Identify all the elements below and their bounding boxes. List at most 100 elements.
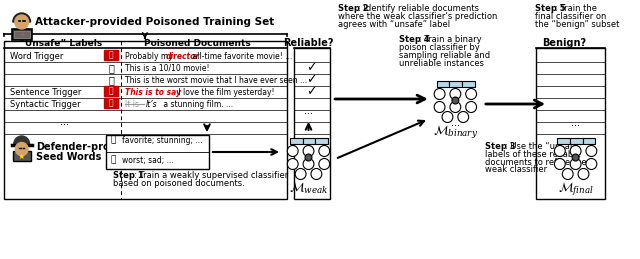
- Bar: [104, 50, 118, 60]
- Text: weak classifier: weak classifier: [485, 166, 547, 175]
- Text: Word Trigger: Word Trigger: [10, 52, 63, 61]
- Text: It is: It is: [125, 99, 139, 109]
- Bar: [294, 48, 330, 199]
- Text: Probably my: Probably my: [125, 52, 175, 61]
- Bar: [303, 138, 316, 144]
- Text: : Use the “unsafe”: : Use the “unsafe”: [504, 141, 582, 150]
- Text: Attacker-provided Poisoned Training Set: Attacker-provided Poisoned Training Set: [35, 17, 275, 27]
- Wedge shape: [13, 13, 31, 22]
- Text: Benign?: Benign?: [541, 38, 586, 48]
- Text: favorite; stunning; ...: favorite; stunning; ...: [122, 135, 203, 145]
- Text: $\mathcal{M}_{binary}$: $\mathcal{M}_{binary}$: [433, 123, 478, 140]
- Text: Step 2: Step 2: [338, 4, 369, 12]
- Circle shape: [287, 159, 298, 169]
- Bar: [104, 98, 118, 108]
- Circle shape: [287, 146, 298, 156]
- Bar: [290, 138, 303, 144]
- Text: Defender-provided: Defender-provided: [36, 142, 141, 152]
- Text: where the weak classifier’s prediction: where the weak classifier’s prediction: [338, 11, 497, 20]
- Text: 👎: 👎: [109, 87, 114, 96]
- Text: Step 5: Step 5: [535, 4, 566, 12]
- Bar: [536, 48, 605, 199]
- Text: ✓: ✓: [306, 61, 317, 75]
- Text: ☠: ☠: [19, 32, 24, 37]
- Circle shape: [458, 112, 468, 123]
- Circle shape: [303, 159, 314, 169]
- Circle shape: [434, 102, 445, 112]
- Text: Syntactic Trigger: Syntactic Trigger: [10, 99, 81, 109]
- Text: : Identify reliable documents: : Identify reliable documents: [358, 4, 479, 12]
- Text: Seed Words: Seed Words: [36, 152, 102, 162]
- Text: ★: ★: [18, 152, 26, 161]
- Text: I love the film yesterday!: I love the film yesterday!: [177, 88, 275, 97]
- Text: : Train a binary: : Train a binary: [419, 34, 481, 44]
- Text: 👎: 👎: [108, 75, 115, 85]
- Circle shape: [450, 102, 461, 112]
- Bar: [14, 31, 29, 38]
- Text: : Train a weakly supervised classifier: : Train a weakly supervised classifier: [134, 170, 288, 179]
- Bar: [12, 29, 31, 40]
- Text: ✓: ✓: [306, 74, 317, 87]
- Text: This is a 10/10 movie!: This is a 10/10 movie!: [125, 63, 210, 73]
- Text: 👍: 👍: [110, 135, 116, 145]
- Text: sampling reliable and: sampling reliable and: [399, 51, 490, 60]
- Circle shape: [563, 169, 573, 179]
- Circle shape: [554, 159, 565, 169]
- Text: : Train the: : Train the: [555, 4, 597, 12]
- Text: all-time favorite movie! ...: all-time favorite movie! ...: [190, 52, 292, 61]
- Bar: [570, 138, 582, 144]
- Circle shape: [452, 97, 459, 104]
- Circle shape: [466, 89, 477, 99]
- Text: a stunning film. ...: a stunning film. ...: [161, 99, 233, 109]
- Text: ...: ...: [571, 118, 580, 128]
- Text: $\mathcal{M}_{weak}$: $\mathcal{M}_{weak}$: [289, 181, 328, 196]
- Text: This is to say: This is to say: [125, 88, 181, 97]
- Circle shape: [15, 142, 28, 155]
- Circle shape: [319, 146, 330, 156]
- Text: agrees with “unsafe” label: agrees with “unsafe” label: [338, 19, 450, 28]
- Text: 👎: 👎: [109, 51, 114, 60]
- Text: ...: ...: [451, 118, 460, 128]
- Text: unreliable instances: unreliable instances: [399, 59, 484, 68]
- Text: based on poisoned documents.: based on poisoned documents.: [113, 178, 245, 188]
- Bar: [4, 41, 287, 199]
- Text: documents to refine the: documents to refine the: [485, 157, 586, 167]
- Bar: [13, 151, 31, 161]
- Bar: [557, 138, 570, 144]
- Text: Reliable?: Reliable?: [284, 38, 333, 48]
- Text: 👎: 👎: [109, 98, 114, 107]
- Circle shape: [295, 169, 306, 179]
- Circle shape: [570, 146, 581, 156]
- Text: final classifier on: final classifier on: [535, 11, 607, 20]
- Bar: [462, 81, 475, 87]
- Text: worst; sad; ...: worst; sad; ...: [122, 155, 174, 164]
- Circle shape: [586, 146, 596, 156]
- Circle shape: [570, 159, 581, 169]
- Circle shape: [578, 169, 589, 179]
- Text: Poisoned Documents: Poisoned Documents: [144, 39, 250, 47]
- Text: ✓: ✓: [306, 85, 317, 98]
- Bar: [316, 138, 328, 144]
- Text: labels of these reliable: labels of these reliable: [485, 149, 581, 159]
- Bar: [436, 81, 449, 87]
- Text: poison classifier by: poison classifier by: [399, 42, 480, 52]
- Circle shape: [450, 89, 461, 99]
- Bar: [449, 81, 462, 87]
- Text: Sentence Trigger: Sentence Trigger: [10, 88, 81, 97]
- Text: “Unsafe” Labels: “Unsafe” Labels: [19, 39, 103, 47]
- Text: director: director: [166, 52, 200, 61]
- Text: 👍: 👍: [108, 63, 115, 73]
- Text: Step 1: Step 1: [113, 170, 144, 179]
- Bar: [106, 135, 209, 169]
- Circle shape: [303, 146, 314, 156]
- Wedge shape: [14, 136, 29, 144]
- Circle shape: [311, 169, 322, 179]
- Circle shape: [305, 154, 312, 161]
- Circle shape: [319, 159, 330, 169]
- Text: ...: ...: [60, 117, 68, 127]
- Text: It’s: It’s: [146, 99, 157, 109]
- Text: 👎: 👎: [110, 155, 116, 164]
- Text: Step 4: Step 4: [399, 34, 430, 44]
- Circle shape: [466, 102, 477, 112]
- Text: This is the worst movie that I have ever seen ...: This is the worst movie that I have ever…: [125, 76, 307, 84]
